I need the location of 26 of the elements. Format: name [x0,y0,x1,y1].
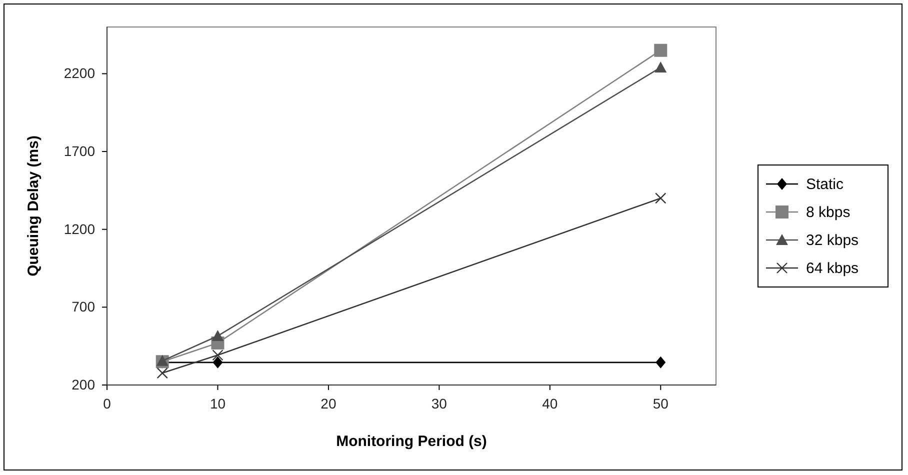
point [654,44,668,57]
legend-label: 64 kbps [806,260,859,277]
y-tick-label: 1200 [64,220,96,237]
point [212,356,223,368]
y-tick-label: 1700 [64,143,96,159]
x-tick-label: 50 [652,395,669,412]
legend-label: 32 kbps [806,232,859,249]
y-tick-label: 2200 [64,65,96,82]
point [656,356,666,368]
y-axis-title: Queuing Delay (ms) [25,136,42,276]
x-axis-title: Monitoring Period (s) [336,433,487,450]
x-tick-label: 0 [103,395,112,412]
x-tick-label: 30 [431,395,448,412]
point [654,61,667,72]
point [156,354,168,366]
y-tick-label: 700 [72,298,96,315]
x-tick-label: 20 [320,395,336,412]
x-tick-label: 40 [542,395,558,412]
y-tick-label: 200 [72,376,96,392]
legend-label: 8 kbps [806,204,850,221]
point [212,350,224,361]
point [655,192,666,204]
point [212,330,224,341]
legend-label: Static [806,176,844,193]
x-tick-label: 10 [210,395,226,412]
point [156,367,168,379]
